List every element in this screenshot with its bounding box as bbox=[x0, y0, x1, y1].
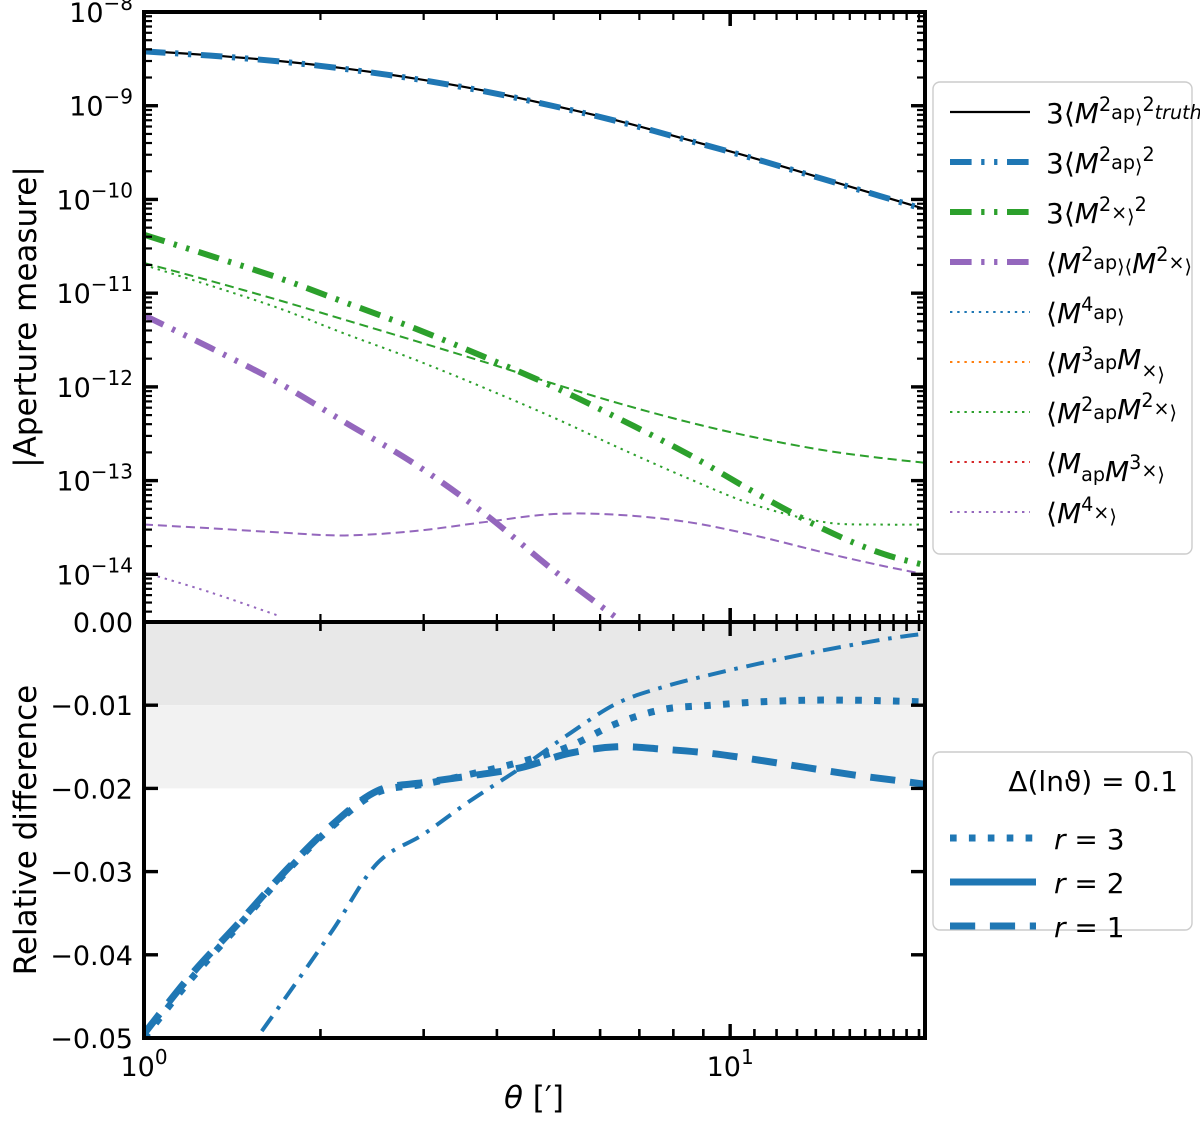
lower-x-tick-label: 101 bbox=[707, 1045, 754, 1083]
legend-entry-label-4[interactable]: ⟨M4ap⟩ bbox=[1046, 293, 1125, 330]
lower-series-0 bbox=[144, 696, 925, 1038]
upper-y-tick-labels: 10−8 10−9 10−10 10−11 10−12 10−13 10−14 bbox=[56, 0, 133, 591]
legend-entry-label-8[interactable]: ⟨M4×⟩ bbox=[1046, 493, 1117, 530]
lower-legend[interactable]: Δ(lnϑ) = 0.1 r = 3 r = 2 r = 1 bbox=[932, 751, 1193, 944]
legend-entry-label-7[interactable]: ⟨MapM3×⟩ bbox=[1046, 447, 1165, 488]
upper-panel: 10−8 10−9 10−10 10−11 10−12 10−13 10−14 |Apert… bbox=[8, 0, 927, 624]
legend-entry-label-3[interactable]: ⟨M2ap⟩⟨M2×⟩ bbox=[1046, 243, 1192, 280]
upper-plot-background bbox=[144, 12, 925, 622]
upper-y-tick-label: 10−11 bbox=[56, 272, 133, 310]
lower-legend-title: Δ(lnϑ) = 0.1 bbox=[1008, 765, 1178, 798]
upper-y-tick-label: 10−12 bbox=[56, 366, 133, 404]
lower-y-tick-label: −0.05 bbox=[50, 1024, 133, 1055]
lower-y-tick-label: −0.02 bbox=[50, 774, 133, 805]
lower-legend-entry-1[interactable]: r = 2 bbox=[1054, 867, 1125, 900]
upper-legend[interactable]: 3⟨M2ap⟩2truth 3⟨M2ap⟩2 3⟨M2×⟩2 ⟨M2ap⟩⟨M2×⟩ ⟨… bbox=[932, 81, 1200, 555]
upper-y-tick-label: 10−10 bbox=[56, 178, 133, 216]
lower-series-2 bbox=[144, 743, 925, 1037]
lower-legend-entry-2[interactable]: r = 1 bbox=[1054, 911, 1125, 944]
lower-x-tick-label: 100 bbox=[120, 1045, 167, 1083]
x-axis-label: θ [′] bbox=[504, 1080, 564, 1116]
legend-entry-label-0[interactable]: 3⟨M2ap⟩2truth bbox=[1046, 93, 1200, 130]
lower-panel: 0.00 −0.01 −0.02 −0.03 −0.04 −0.05 100 101 Rel… bbox=[8, 608, 927, 1116]
legend-entry-label-1[interactable]: 3⟨M2ap⟩2 bbox=[1046, 143, 1155, 180]
lower-panel-frame bbox=[142, 620, 927, 1040]
upper-legend-box bbox=[932, 81, 1193, 555]
legend-entry-label-2[interactable]: 3⟨M2×⟩2 bbox=[1046, 193, 1147, 230]
lower-y-tick-label: −0.04 bbox=[50, 941, 133, 972]
upper-series-6 bbox=[144, 262, 925, 464]
upper-y-tick-label: 10−9 bbox=[69, 85, 133, 123]
lower-y-tick-label: −0.01 bbox=[50, 691, 133, 722]
upper-y-axis-label: |Aperture measure| bbox=[8, 166, 44, 468]
lower-curves-group bbox=[144, 631, 925, 1038]
lower-y-axis-label: Relative difference bbox=[8, 685, 44, 976]
lower-x-tick-labels: 100 101 bbox=[120, 1045, 753, 1083]
lower-y-tick-label: −0.03 bbox=[50, 858, 133, 889]
shaded-band-1 bbox=[144, 705, 925, 789]
lower-shaded-bands bbox=[144, 622, 925, 789]
legend-entry-label-6[interactable]: ⟨M2apM2×⟩ bbox=[1046, 389, 1177, 430]
upper-y-tick-label: 10−8 bbox=[69, 0, 133, 29]
upper-curves-group bbox=[144, 48, 925, 622]
lower-legend-entry-0[interactable]: r = 3 bbox=[1054, 823, 1125, 856]
lower-legend-items[interactable]: r = 3 r = 2 r = 1 bbox=[950, 823, 1125, 944]
upper-series-1 bbox=[144, 48, 925, 213]
upper-y-tick-label: 10−13 bbox=[56, 460, 133, 498]
legend-entry-label-5[interactable]: ⟨M3apM×⟩ bbox=[1046, 343, 1165, 386]
upper-series-9 bbox=[144, 512, 925, 576]
shaded-band-0 bbox=[144, 622, 925, 706]
upper-y-tick-label: 10−14 bbox=[56, 553, 133, 591]
lower-y-tick-label: 0.00 bbox=[73, 608, 133, 639]
upper-legend-items[interactable]: 3⟨M2ap⟩2truth 3⟨M2ap⟩2 3⟨M2×⟩2 ⟨M2ap⟩⟨M2×⟩ ⟨… bbox=[950, 93, 1200, 530]
upper-series-10 bbox=[144, 571, 280, 617]
lower-y-tick-labels: 0.00 −0.01 −0.02 −0.03 −0.04 −0.05 bbox=[50, 608, 133, 1055]
